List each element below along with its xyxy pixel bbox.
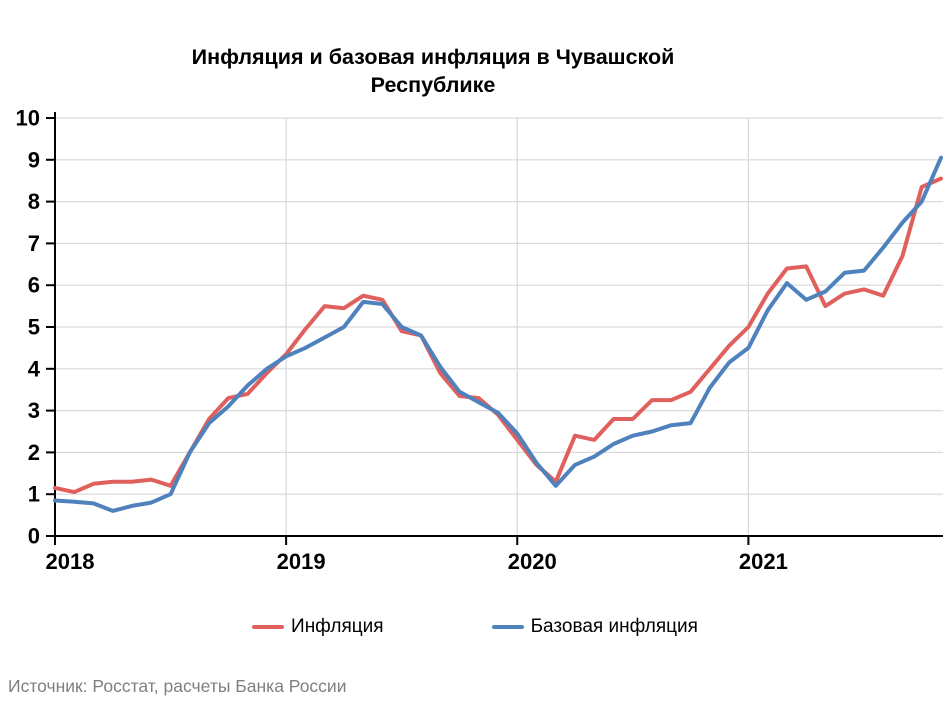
legend-item-inflation: Инфляция <box>252 616 384 638</box>
chart-title: Инфляция и базовая инфляция в Чувашской … <box>191 45 675 97</box>
y-tick-label: 6 <box>28 273 40 298</box>
legend-label-core-inflation: Базовая инфляция <box>530 616 698 637</box>
y-tick-label: 5 <box>28 315 40 340</box>
y-tick-label: 4 <box>28 356 41 381</box>
y-tick-label: 7 <box>28 231 40 256</box>
legend-item-core-inflation: Базовая инфляция <box>491 616 698 638</box>
y-tick-label: 1 <box>28 482 40 507</box>
x-tick-label: 2021 <box>739 549 788 574</box>
legend-label-inflation: Инфляция <box>291 616 384 637</box>
y-tick-label: 0 <box>28 524 40 549</box>
inflation-line <box>53 176 943 495</box>
x-tick-label: 2020 <box>508 549 557 574</box>
inflation-line-swatch <box>252 624 285 630</box>
core-inflation-line-swatch <box>491 624 524 630</box>
x-tick-label: 2019 <box>277 549 326 574</box>
y-tick-label: 2 <box>28 440 40 465</box>
core-inflation-line <box>53 155 943 513</box>
y-tick-label: 3 <box>28 398 40 423</box>
legend: Инфляция Базовая инфляция <box>0 616 950 638</box>
line-chart: 0 1 2 3 4 5 6 7 8 9 10 2018 2019 2020 2021 <box>16 106 943 574</box>
x-tick-label: 2018 <box>46 549 95 574</box>
y-tick-label: 10 <box>16 106 40 131</box>
y-tick-label: 8 <box>28 189 40 214</box>
y-tick-label: 9 <box>28 147 40 172</box>
source-note: Источник: Росстат, расчеты Банка России <box>8 676 347 696</box>
